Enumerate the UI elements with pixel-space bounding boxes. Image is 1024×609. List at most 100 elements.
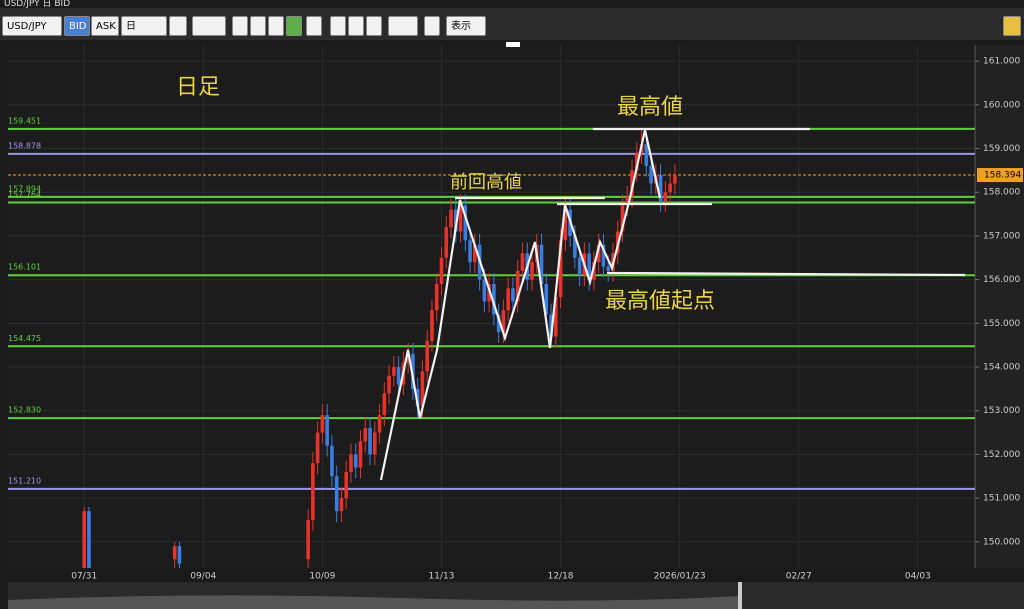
candle-body — [520, 253, 525, 271]
ask-button[interactable]: ASK — [91, 16, 119, 36]
chart-type-button[interactable] — [192, 16, 226, 36]
layout-button[interactable] — [306, 16, 322, 36]
annotation: 前回高値 — [450, 172, 522, 193]
draw-button[interactable] — [330, 16, 346, 36]
candle-body — [87, 511, 91, 568]
candle-body — [663, 192, 668, 201]
level-label: 158.878 — [8, 141, 41, 150]
candle-body — [311, 463, 315, 520]
date-axis — [0, 568, 1024, 582]
pen-button[interactable] — [388, 16, 418, 36]
navigator-area — [8, 595, 740, 609]
window-title: USD/JPY 日 BID — [4, 0, 71, 9]
bid-button[interactable]: BID — [64, 16, 90, 36]
candle-body — [425, 340, 429, 372]
tool-button[interactable] — [169, 16, 187, 36]
candle-body — [363, 428, 368, 442]
current-price-label: 158.394 — [984, 171, 1021, 181]
candle-body — [606, 266, 611, 271]
candle-body — [625, 196, 630, 206]
x-tick-label: 11/13 — [429, 572, 455, 582]
drawn-line — [606, 271, 966, 277]
candle-body — [349, 454, 353, 472]
candle-body — [415, 388, 420, 407]
candle-body — [620, 205, 625, 232]
candle-body — [473, 244, 477, 263]
candle-body — [411, 353, 415, 389]
candle-body — [368, 428, 372, 455]
level-label: 152.830 — [8, 406, 41, 415]
candle-body — [649, 166, 653, 184]
candle-body — [492, 283, 496, 315]
candle-body — [515, 270, 520, 302]
candle-body — [506, 288, 510, 311]
candle-body — [430, 310, 434, 341]
layout-button[interactable] — [286, 16, 302, 36]
menu-button[interactable] — [1003, 16, 1021, 36]
y-tick-label: 158.000 — [983, 188, 1020, 198]
x-tick-label: 02/27 — [786, 572, 812, 582]
trend-drawing — [379, 129, 662, 481]
candle-body — [554, 297, 558, 337]
y-tick-label: 161.000 — [983, 57, 1020, 67]
annotation: 最高値 — [617, 95, 683, 120]
zoom-in-button[interactable] — [232, 16, 248, 36]
candle-body — [315, 432, 320, 464]
candle-body — [544, 283, 549, 315]
annotation: 最高値起点 — [605, 289, 715, 314]
x-tick-label: 2026/01/23 — [654, 572, 706, 582]
candle-body — [668, 183, 672, 193]
scroll-marker — [506, 42, 520, 47]
candle-body — [396, 367, 401, 385]
y-tick-label: 152.000 — [983, 450, 1020, 460]
candle-body — [592, 262, 596, 280]
navigator-handle[interactable] — [738, 582, 742, 609]
copy-button[interactable] — [424, 16, 440, 36]
candle-body — [673, 175, 677, 184]
candle-body — [439, 257, 444, 284]
level-label: 151.210 — [8, 476, 41, 485]
candle-body — [372, 432, 377, 455]
toolbar: USD/JPY BID ASK 日 表示 — [0, 8, 1024, 40]
candle-body — [463, 205, 468, 241]
candle-body — [573, 235, 577, 258]
candle-body — [172, 546, 177, 560]
candle-body — [358, 441, 363, 468]
candle-body — [658, 174, 663, 201]
candle-body — [601, 244, 606, 267]
view-button[interactable]: 表示 — [446, 16, 486, 36]
candle-body — [382, 393, 387, 416]
plot-area — [8, 45, 975, 568]
candle-body — [577, 257, 582, 276]
candle-body — [334, 476, 339, 512]
candle-body — [387, 375, 391, 394]
draw-button[interactable] — [348, 16, 364, 36]
level-label: 157.764 — [8, 190, 41, 199]
candle-body — [444, 227, 449, 258]
candle-body — [177, 546, 182, 564]
candle-body — [558, 240, 563, 298]
level-label: 156.101 — [8, 263, 41, 272]
layout-button[interactable] — [268, 16, 284, 36]
current-price-tag — [977, 168, 1023, 183]
candle-body — [563, 209, 568, 241]
candle-body — [501, 310, 506, 333]
candle-body — [496, 314, 501, 333]
annotation: 日足 — [176, 75, 220, 100]
symbol-select[interactable]: USD/JPY — [2, 16, 62, 36]
zoom-out-button[interactable] — [250, 16, 266, 36]
x-tick-label: 10/09 — [309, 572, 335, 582]
level-label: 154.475 — [8, 334, 41, 343]
period-select[interactable]: 日 — [121, 16, 167, 36]
candle-body — [596, 244, 601, 263]
candle-body — [330, 445, 334, 477]
candle-body — [458, 205, 463, 232]
candle-body — [587, 253, 591, 280]
candle-body — [82, 511, 87, 568]
draw-button[interactable] — [366, 16, 382, 36]
y-tick-label: 156.000 — [983, 275, 1020, 285]
candle-body — [482, 279, 487, 302]
x-tick-label: 04/03 — [905, 572, 931, 582]
